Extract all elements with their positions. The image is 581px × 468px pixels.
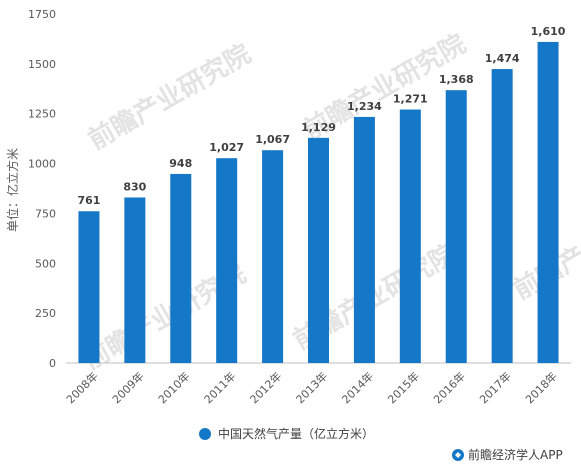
bar	[353, 116, 375, 363]
x-tick-label: 2012年	[247, 369, 284, 406]
bar	[262, 150, 284, 363]
x-tick-label: 2015年	[385, 369, 422, 406]
data-label: 1,027	[209, 141, 244, 154]
x-axis-ticks: 2008年 2009年 2010年 2011年 2012年 2013年 2014年 2015年…	[63, 369, 560, 406]
x-tick-label: 2013年	[293, 369, 330, 406]
x-tick-label: 2018年	[522, 369, 559, 406]
x-tick-label: 2011年	[201, 369, 238, 406]
legend: 中国天然气产量（亿立方米）	[199, 426, 374, 441]
bar	[399, 109, 421, 364]
x-tick-label: 2010年	[155, 369, 192, 406]
data-label: 1,234	[347, 100, 382, 113]
data-label: 948	[169, 157, 192, 170]
x-tick-label: 2009年	[109, 369, 146, 406]
y-tick-label: 750	[35, 207, 56, 220]
bar	[78, 211, 100, 363]
data-labels: 761 830 948 1,027 1,067 1,129 1,234 1,271 1,368 1…	[77, 25, 565, 207]
data-label: 1,368	[439, 73, 474, 86]
y-tick-label: 1750	[28, 8, 56, 21]
y-tick-label: 0	[49, 357, 56, 370]
data-label: 761	[77, 194, 100, 207]
y-axis-ticks: 0 250 500 750 1000 1250 1500 1750	[28, 8, 56, 370]
bar	[170, 173, 192, 363]
bars	[78, 41, 559, 364]
bar	[308, 137, 329, 363]
legend-marker	[199, 428, 211, 440]
x-tick-label: 2017年	[476, 369, 513, 406]
bar	[537, 41, 559, 364]
bar	[216, 158, 238, 363]
y-axis-label: 单位：亿立方米	[5, 148, 20, 232]
x-tick-label: 2014年	[339, 369, 376, 406]
data-label: 1,067	[255, 133, 290, 146]
brand: 前瞻经济学人APP	[452, 447, 563, 462]
legend-label: 中国天然气产量（亿立方米）	[218, 426, 374, 441]
data-label: 1,271	[393, 93, 428, 106]
y-tick-label: 1250	[28, 108, 56, 121]
brand-logo-mark-icon	[455, 452, 461, 458]
bar	[445, 90, 467, 364]
y-tick-label: 1500	[28, 58, 56, 71]
data-label: 1,610	[531, 25, 566, 38]
watermark-text: 前瞻产业研究院	[83, 38, 256, 156]
bar	[491, 69, 513, 363]
data-label: 830	[123, 180, 146, 193]
y-tick-label: 250	[35, 307, 56, 320]
x-tick-label: 2016年	[431, 369, 468, 406]
data-label: 1,129	[301, 121, 336, 134]
x-tick-label: 2008年	[63, 369, 100, 406]
bar	[124, 197, 146, 363]
brand-text: 前瞻经济学人APP	[468, 447, 563, 462]
y-tick-label: 1000	[28, 158, 56, 171]
y-tick-label: 500	[35, 257, 56, 270]
data-label: 1,474	[485, 52, 520, 65]
